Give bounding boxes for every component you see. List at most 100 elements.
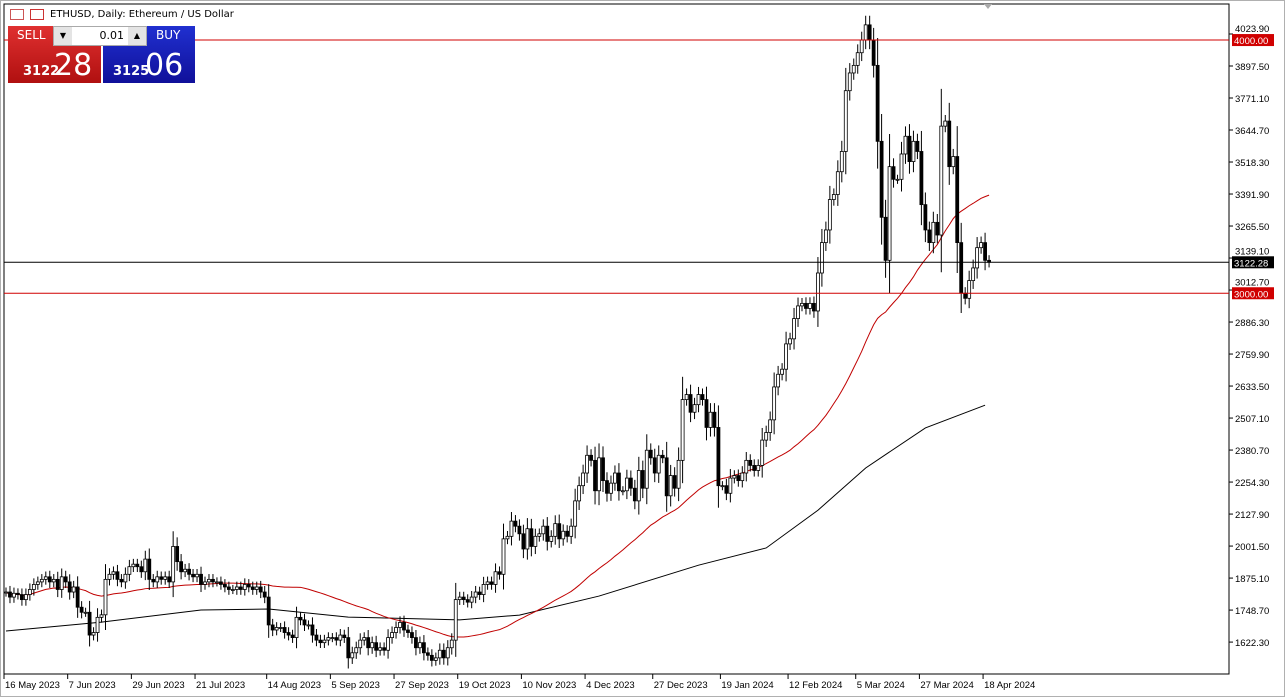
x-tick-label: 18 Apr 2024 [984,680,1035,691]
candle [195,568,199,583]
candle [501,523,506,590]
candle [342,629,347,643]
candle-body [386,637,390,651]
candle [489,576,494,590]
candle-body [195,573,199,578]
decrease-lot-icon[interactable]: ▼ [54,27,72,45]
candle [378,642,383,656]
candle [820,228,824,287]
candle-body [720,485,725,488]
candle-body [780,368,784,375]
candle [748,454,753,472]
candle-body [481,584,486,595]
candle-body [473,591,478,598]
candle [756,459,761,477]
y-tick-label: 2380.70 [1235,446,1269,457]
candle [891,158,896,188]
candle-body [425,652,430,656]
candle-body [776,373,781,388]
candle [613,465,617,491]
symbol-window-icon[interactable] [30,9,44,20]
candle-body [31,584,36,590]
candle [131,558,136,573]
candle-body [330,637,335,640]
candle-body [175,546,180,563]
candle [16,588,20,600]
x-tick-label: 4 Dec 2023 [586,680,635,691]
candle [557,514,562,548]
price-level-tag [1232,34,1274,47]
candle [350,646,355,664]
candle-body [67,581,72,593]
candle-body [919,151,924,206]
candle-body [827,199,832,231]
candle [270,618,275,637]
candle [660,449,665,464]
candle-body [35,581,40,585]
candle [684,388,689,406]
candle [577,476,582,510]
price-level-label: 3000.00 [1234,289,1268,300]
candle [79,601,84,619]
candle-body [211,578,215,583]
candle-body [167,576,172,583]
candle [859,31,864,62]
chart-list-icon[interactable] [10,9,24,20]
candle [545,517,550,551]
candle [230,584,235,595]
candle [903,126,908,164]
candle-body [851,64,856,74]
candle [533,528,538,555]
candle [410,626,414,644]
ask-pips: 06 [145,48,184,83]
candle [418,636,422,654]
candle-body [334,637,339,641]
candle [445,640,450,666]
candle-body [254,586,259,590]
lot-value[interactable]: 0.01 [99,29,125,42]
y-tick-label: 2759.90 [1235,350,1269,361]
candle [784,331,788,382]
candle [823,221,828,251]
y-tick-label: 3265.50 [1235,222,1269,233]
candle [800,298,804,312]
candle-body [712,411,717,428]
candle-body [477,591,482,595]
ask-main: 3125 [113,64,150,79]
candle-body [51,578,56,583]
candle [732,470,737,484]
candle-body [63,576,68,583]
candle [839,140,844,183]
candle-body [911,140,916,162]
candle [963,287,968,305]
candle [414,630,418,656]
price-level-tag [1232,256,1274,269]
candle [306,620,311,630]
candle [310,617,315,643]
candle-body [573,500,578,527]
candle-body [139,566,144,573]
candle-body [238,586,243,590]
candle-body [39,578,44,583]
candle-body [47,576,52,583]
candle [708,403,713,437]
candle-body [469,596,474,603]
candle-body [115,571,120,580]
candle [752,459,757,477]
buy-button[interactable]: BUY 3125 06 [103,26,195,83]
candle-body [891,166,896,180]
lot-size-input[interactable]: ▼ 0.01 ▲ [53,26,147,46]
candle [294,606,299,649]
candle-body [823,229,828,244]
candle [47,570,52,588]
candle-body [127,566,132,575]
candle [461,591,466,605]
candle [43,571,48,585]
candle-body [740,472,745,482]
candle-body [509,520,514,537]
candle [609,475,613,501]
increase-lot-icon[interactable]: ▲ [128,27,146,45]
candle [441,643,446,665]
candle-body [971,267,976,281]
